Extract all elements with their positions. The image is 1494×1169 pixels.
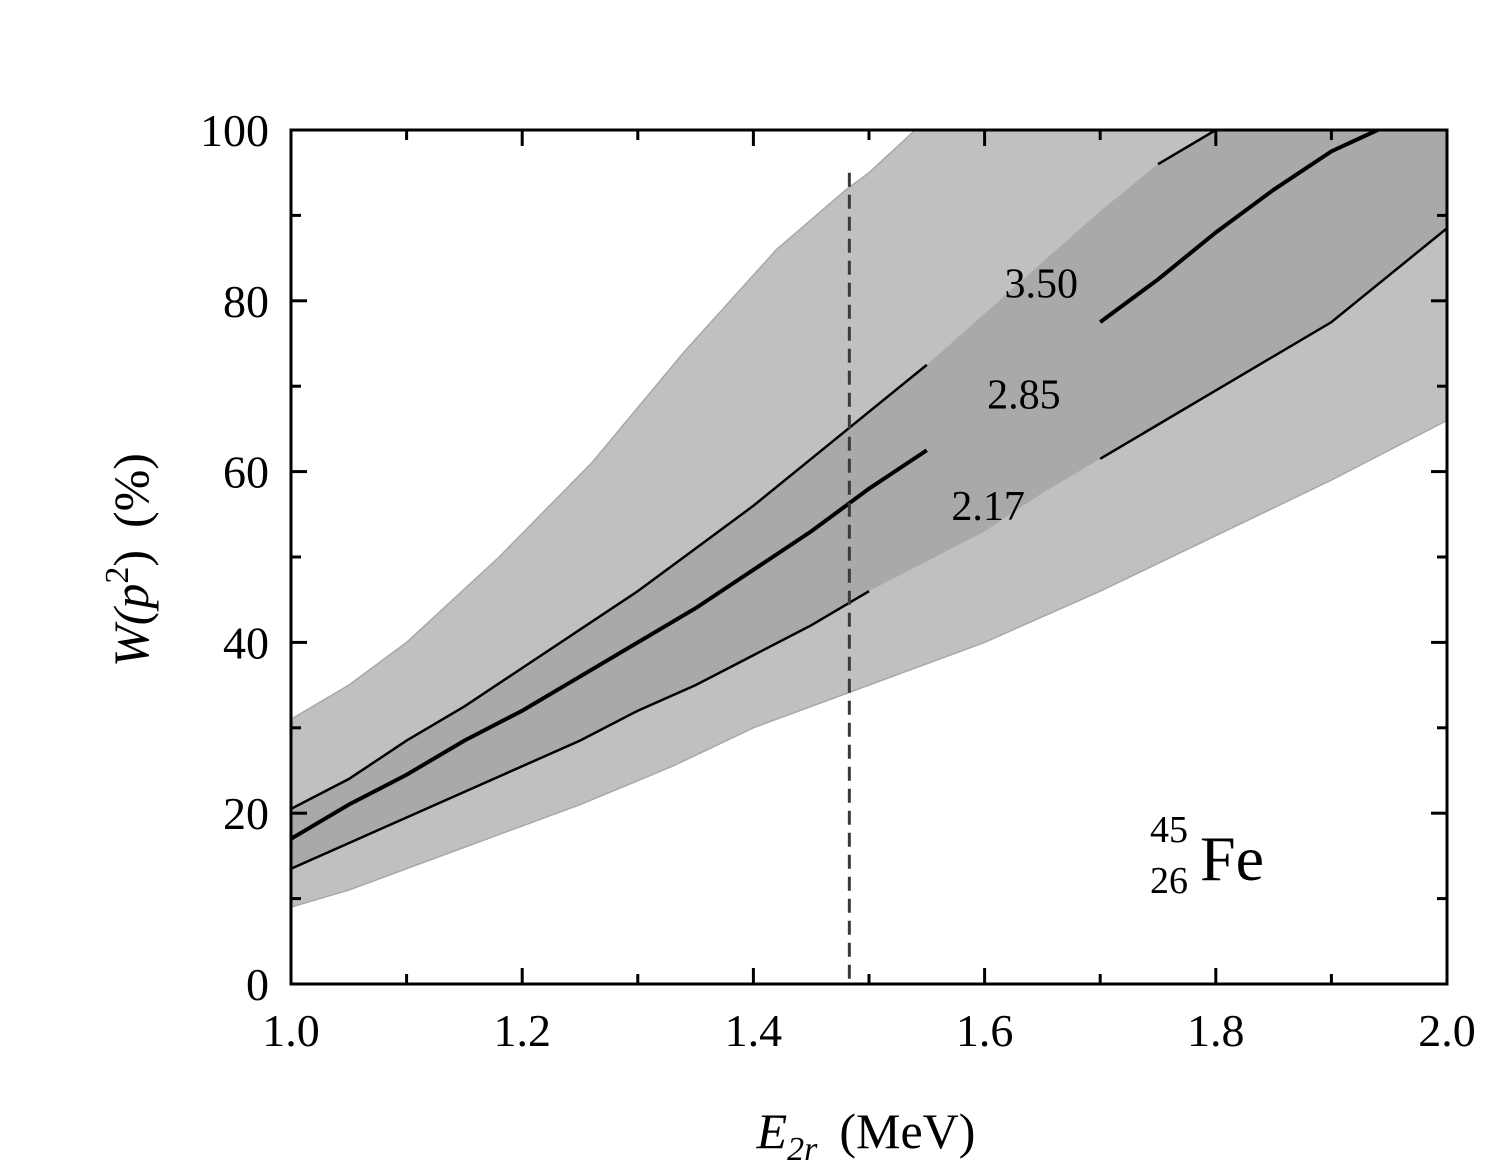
y-tick-label: 0 <box>246 959 269 1010</box>
plot-clipped <box>291 130 1447 908</box>
x-tick-label: 2.0 <box>1418 1005 1476 1056</box>
series-line-2-85-b <box>1099 130 1379 324</box>
y-tick-label: 20 <box>223 788 269 839</box>
annotation-mass: 45 <box>1150 809 1188 851</box>
y-axis-title-unit: (%) <box>103 453 159 528</box>
axes: 1.0 1.2 1.4 1.6 1.8 2.0 0 20 40 60 80 100 <box>200 105 1476 1056</box>
y-axis-title-symbol: p <box>103 584 159 612</box>
y-tick-label: 40 <box>223 617 269 668</box>
plot-area: 3.50 2.85 2.17 <box>291 130 1447 984</box>
series-label-2-85: 2.85 <box>987 373 1061 419</box>
series-line-3-50-b <box>1157 130 1217 166</box>
x-axis-title-subscript: 2r <box>787 1131 818 1168</box>
x-tick-label: 1.6 <box>956 1005 1014 1056</box>
series-line-2-17-b <box>1099 227 1447 460</box>
series-line-2-17-a <box>291 590 870 870</box>
series-line-3-50-a <box>291 363 928 811</box>
series-label-2-17: 2.17 <box>951 484 1025 530</box>
y-axis-title-prefix: W( <box>103 605 159 667</box>
annotation-element: Fe <box>1200 823 1264 894</box>
series-line-2-85-a <box>291 448 928 841</box>
y-axis-title: W(p2) (%) <box>99 453 159 667</box>
y-axis-title-suffix: ) <box>103 550 159 567</box>
annotation-charge: 26 <box>1150 860 1188 902</box>
x-tick-label: 1.4 <box>725 1005 783 1056</box>
x-axis-title-unit: (MeV) <box>839 1103 975 1159</box>
x-tick-label: 1.8 <box>1187 1005 1245 1056</box>
band-inner <box>291 130 1447 869</box>
x-axis-title: E2r (MeV) <box>756 1103 976 1168</box>
y-axis-title-superscript: 2 <box>99 567 136 584</box>
y-tick-label: 80 <box>223 276 269 327</box>
x-tick-label: 1.2 <box>493 1005 551 1056</box>
x-axis-title-symbol: E <box>756 1103 788 1159</box>
y-tick-label: 100 <box>200 105 269 156</box>
y-tick-label: 60 <box>223 447 269 498</box>
x-tick-label: 1.0 <box>262 1005 320 1056</box>
series-label-3-50: 3.50 <box>1004 262 1078 308</box>
